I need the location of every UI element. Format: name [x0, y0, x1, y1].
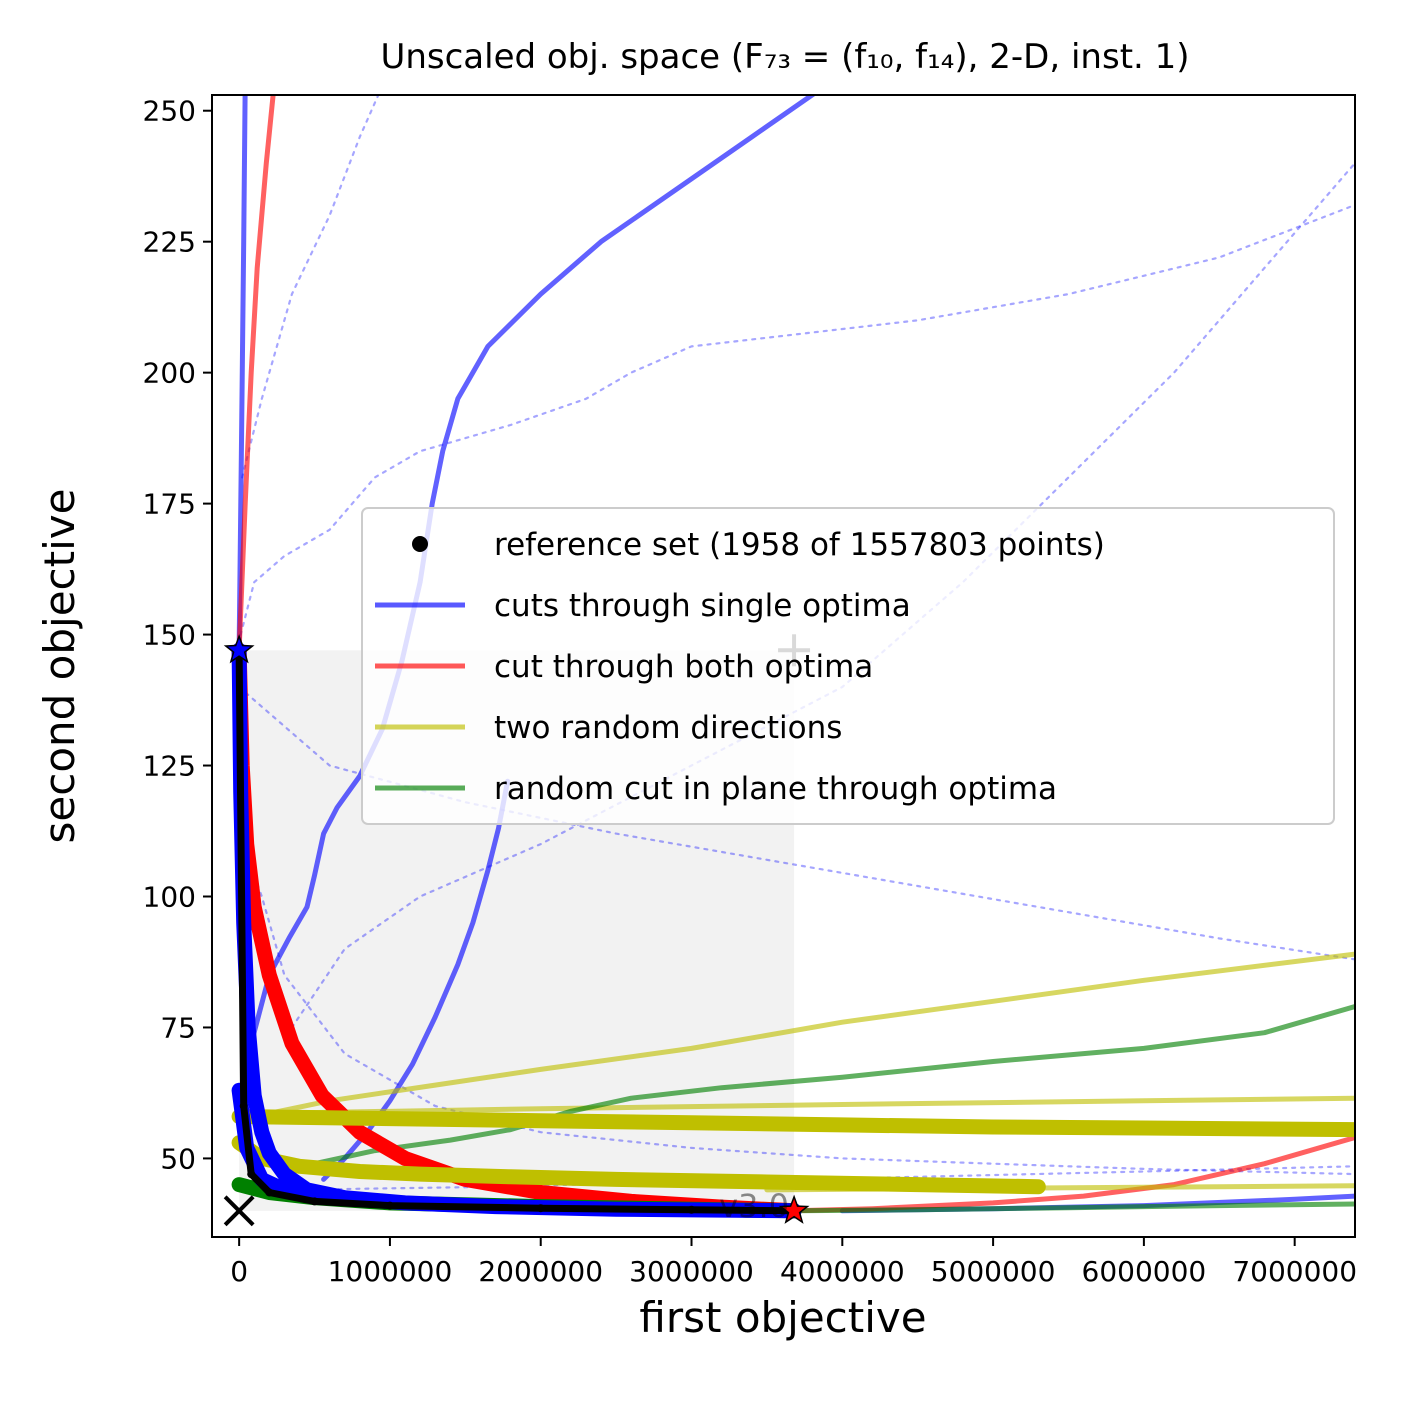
series-line-random-14: [236, 1095, 1355, 1117]
legend-frame: [361, 507, 1335, 825]
series-line-single-0: [236, 95, 248, 653]
x-tick-label: 1000000: [328, 1255, 453, 1288]
y-tick-label: 125: [143, 750, 196, 783]
legend-label-4: random cut in plane through optima: [494, 771, 1057, 807]
y-tick-label: 150: [143, 619, 196, 652]
y-tick-label: 250: [143, 95, 196, 128]
y-tick-label: 75: [160, 1011, 196, 1044]
x-axis-label: first objective: [639, 1293, 926, 1342]
y-tick-label: 225: [143, 226, 196, 259]
x-axis-ticks: 0 1000000 2000000 3000000 4000000 5000000 6000…: [230, 1237, 1357, 1288]
reference-set-point: [687, 1205, 696, 1214]
series-line-single-8: [238, 832, 1355, 1176]
ideal-point-cross-b: [223, 1195, 255, 1227]
x-tick-label: 2000000: [478, 1255, 603, 1288]
x-tick-label: 0: [230, 1255, 248, 1288]
x-tick-label: 7000000: [1232, 1255, 1357, 1288]
x-tick-label: 5000000: [931, 1255, 1056, 1288]
legend-label-0: reference set (1958 of 1557803 points): [494, 527, 1105, 563]
version-watermark: v3.0: [719, 1187, 789, 1225]
series-line-single-5: [241, 95, 380, 479]
reference-set-point: [239, 1102, 248, 1111]
reference-set-point: [310, 1197, 319, 1206]
x-tick-label: 6000000: [1082, 1255, 1207, 1288]
series-line-single-6: [238, 685, 1355, 961]
x-tick-label: 3000000: [629, 1255, 754, 1288]
y-axis-label: second objective: [35, 489, 84, 844]
y-axis-ticks: 50 75 100 125 150 175 200 225 250: [143, 95, 212, 1175]
series-line-single-2: [321, 778, 511, 1182]
series-line-single-4: [239, 203, 1355, 636]
y-tick-label: 100: [143, 880, 196, 913]
series-line-random-16: [231, 1109, 1355, 1138]
y-tick-label: 200: [143, 357, 196, 390]
reference-set-point: [247, 1170, 256, 1179]
legend-label-1: cuts through single optima: [494, 588, 911, 624]
series-line-plane-19: [791, 1201, 1355, 1214]
optimum-star-1: [778, 1194, 810, 1224]
legend-label-2: cut through both optima: [494, 649, 873, 685]
series-line-both-10: [236, 95, 276, 653]
legend-entries: reference set (1958 of 1557803 points) cu…: [375, 527, 1105, 807]
y-tick-label: 50: [160, 1142, 196, 1175]
reference-set-point: [265, 1188, 274, 1197]
series-line-plane-18: [312, 1004, 1355, 1167]
legend-marker-0: [412, 536, 428, 552]
reference-set-point: [536, 1204, 545, 1213]
series-line-single-9: [283, 1165, 1355, 1192]
plot-frame: [211, 94, 1356, 1238]
optimum-star-0: [223, 634, 255, 664]
x-tick-label: 4000000: [780, 1255, 905, 1288]
legend: reference set (1958 of 1557803 points) cu…: [361, 507, 1335, 825]
reference-set-point: [385, 1201, 394, 1210]
series-line-random-13: [251, 951, 1355, 1119]
legend-label-3: two random directions: [494, 710, 842, 746]
chart-title: Unscaled obj. space (F₇₃ = (f₁₀, f₁₄), 2…: [380, 37, 1189, 77]
y-tick-label: 175: [143, 488, 196, 521]
